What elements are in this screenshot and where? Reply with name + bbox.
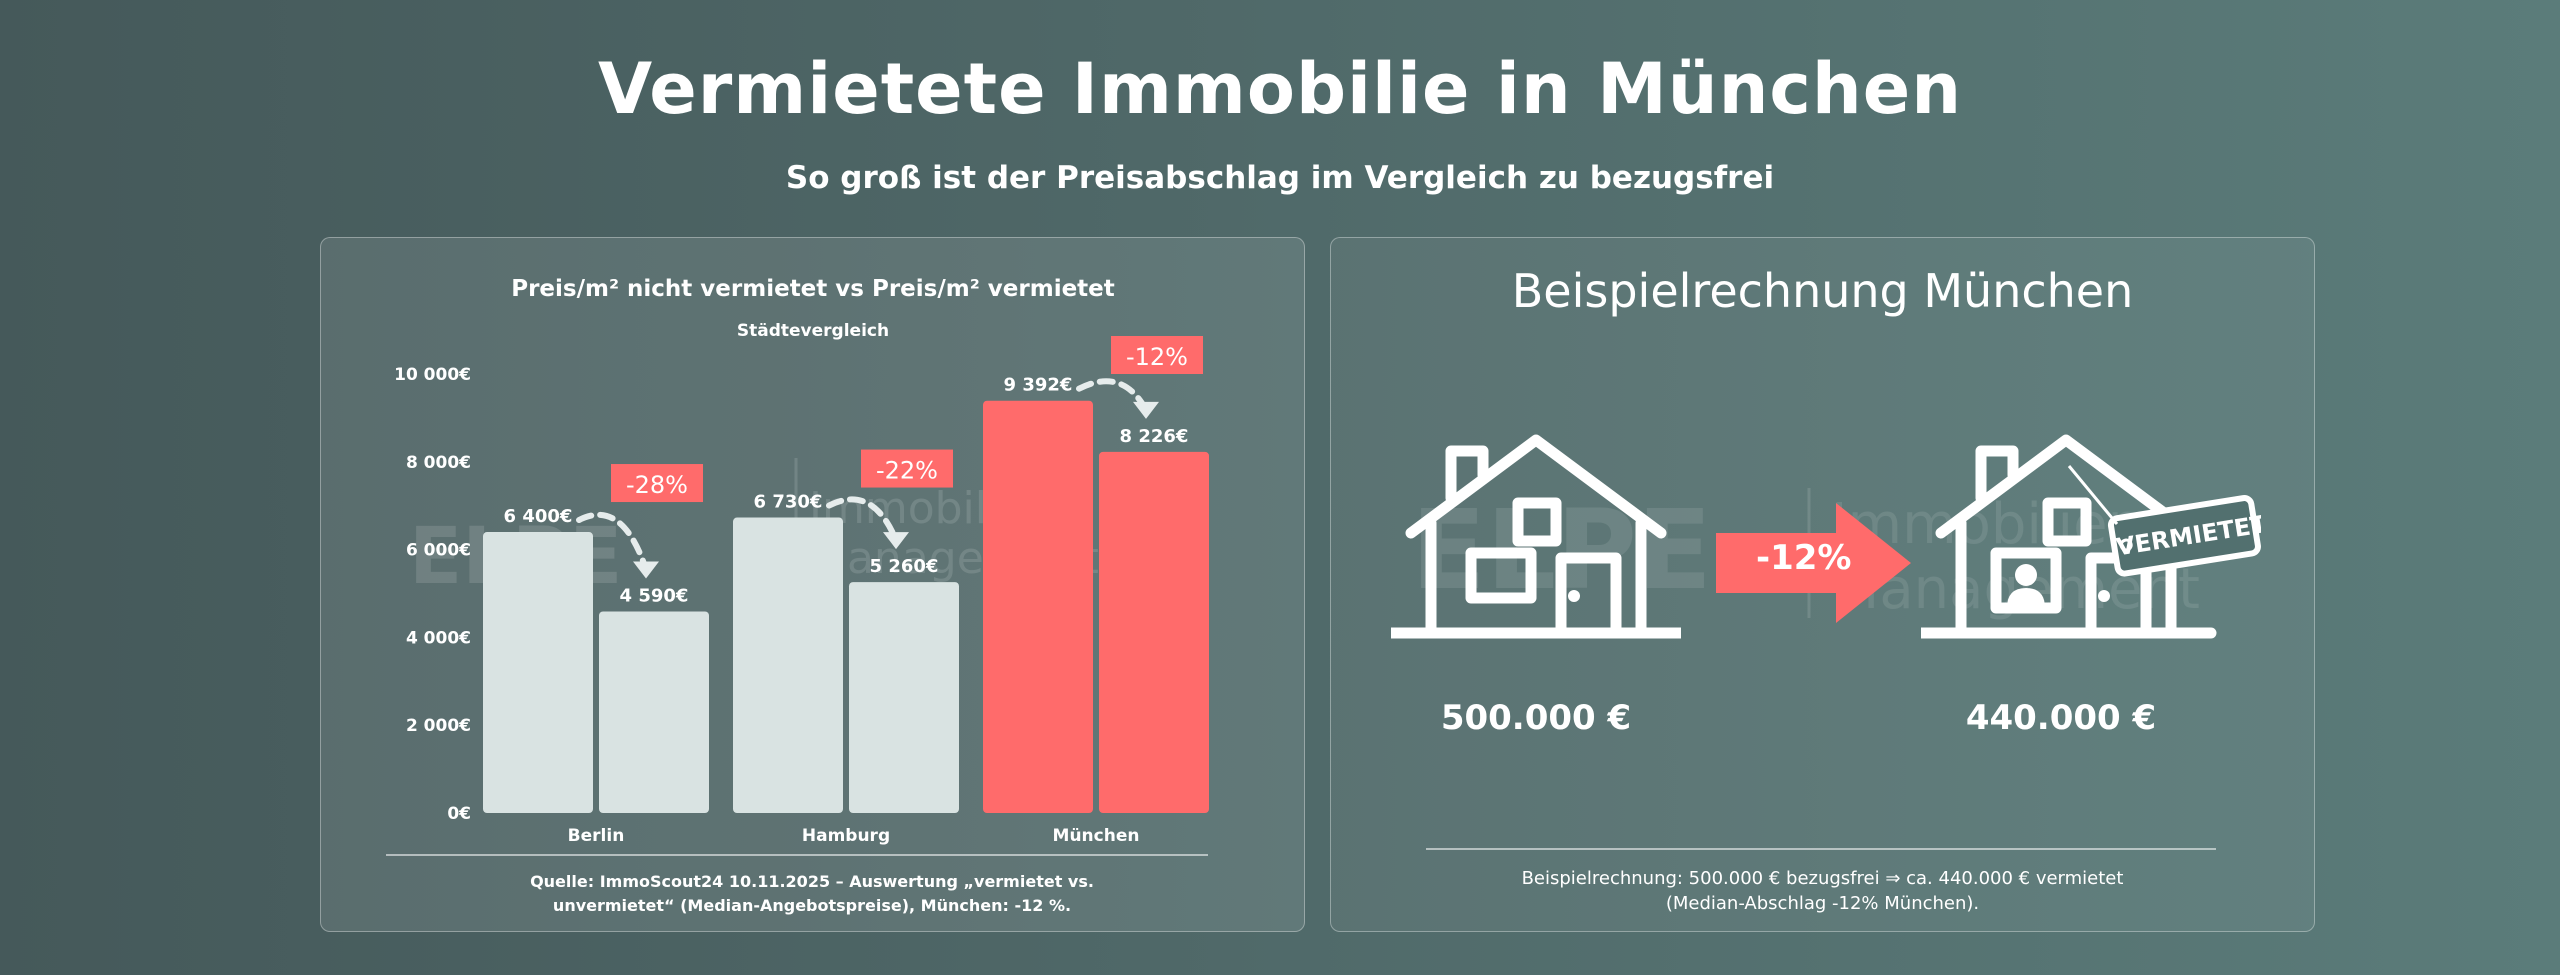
price-before: 500.000 € [1440, 698, 1632, 738]
bar-rented [849, 582, 959, 813]
x-tick-label: Hamburg [802, 826, 890, 846]
chart-subtitle: Städtevergleich [737, 321, 889, 341]
bar-unrented [483, 532, 593, 813]
y-tick-label: 2 000€ [406, 716, 471, 736]
arrow-head-icon [883, 532, 909, 550]
y-tick-label: 10 000€ [394, 365, 471, 385]
rented-house-icon: VERMIETET [1921, 434, 2261, 639]
discount-arrow [826, 496, 899, 544]
house-icon [1391, 434, 1681, 639]
data-label: 4 590€ [620, 585, 689, 606]
discount-badge [1111, 336, 1203, 374]
chart-source: Quelle: ImmoScout24 10.11.2025 – Auswert… [361, 870, 1263, 918]
chart-divider [386, 854, 1208, 856]
discount-badge [611, 464, 703, 503]
example-divider [1426, 848, 2216, 850]
data-label: 9 392€ [1004, 375, 1073, 396]
discount-label: -12% [1126, 343, 1188, 371]
page-title: Vermietete Immobilie in München [597, 48, 1963, 130]
bar-rented [1099, 451, 1209, 813]
bar-chart: Preis/m² nicht vermietet vs Preis/m² ver… [394, 276, 1209, 846]
bar-unrented [733, 517, 843, 813]
y-tick-label: 6 000€ [406, 541, 471, 561]
discount-label: -28% [626, 471, 688, 499]
discount-label: -12% [1756, 538, 1852, 578]
chart-panel: Preis/m² nicht vermietet vs Preis/m² ver… [320, 237, 1305, 932]
arrow-right-icon [1716, 503, 1911, 623]
x-tick-label: Berlin [568, 826, 625, 846]
bar-unrented [983, 400, 1093, 813]
data-label: 6 730€ [754, 492, 823, 513]
source-line-1: Quelle: ImmoScout24 10.11.2025 – Auswert… [530, 872, 1094, 891]
arrow-head-icon [633, 561, 659, 579]
arrow-head-icon [1133, 401, 1159, 419]
example-panel: Beispielrechnung München ELPE Immobilien… [1330, 237, 2315, 932]
bar-rented [599, 611, 709, 813]
example-note: Beispielrechnung: 500.000 € bezugsfrei ⇒… [1331, 866, 2314, 916]
chart-title: Preis/m² nicht vermietet vs Preis/m² ver… [511, 276, 1115, 302]
data-label: 6 400€ [504, 506, 573, 527]
example-title: Beispielrechnung München [1511, 264, 2134, 318]
page-subtitle: So groß ist der Preisabschlag im Verglei… [785, 160, 1775, 196]
data-label: 8 226€ [1120, 426, 1189, 447]
y-tick-label: 0€ [447, 804, 471, 824]
source-line-2: unvermietet“ (Median-Angebotspreise), Mü… [552, 896, 1072, 915]
discount-arrow [576, 511, 649, 573]
discount-label: -22% [876, 457, 938, 485]
note-line-2: (Median-Abschlag -12% München). [1665, 893, 1980, 914]
y-tick-label: 4 000€ [406, 628, 471, 648]
x-tick-label: München [1053, 826, 1140, 846]
data-label: 5 260€ [870, 556, 939, 577]
note-line-1: Beispielrechnung: 500.000 € bezugsfrei ⇒… [1521, 868, 2124, 889]
price-after: 440.000 € [1965, 698, 2157, 738]
discount-badge [861, 449, 953, 488]
y-tick-label: 8 000€ [406, 453, 471, 473]
